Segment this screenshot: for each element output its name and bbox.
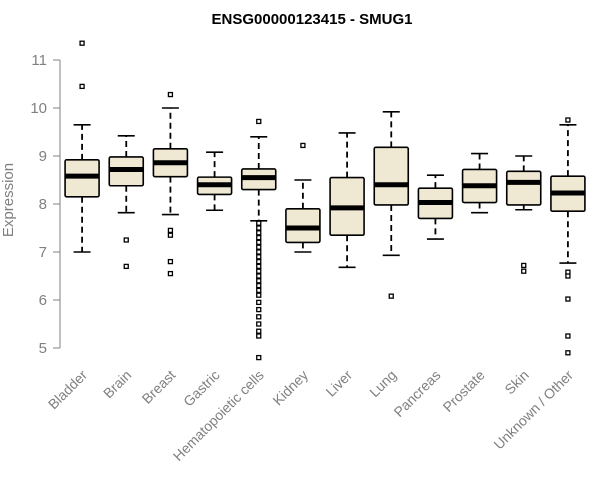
outlier-point xyxy=(256,220,262,226)
x-tick-label: Gastric xyxy=(180,367,223,410)
box-kidney xyxy=(285,142,321,253)
y-tick-label: 9 xyxy=(39,148,47,165)
box-brain xyxy=(108,135,145,270)
box-prostate xyxy=(461,152,498,214)
outlier-point xyxy=(256,263,262,270)
outlier-point xyxy=(256,244,262,250)
outlier-point xyxy=(256,118,262,125)
outlier-point xyxy=(565,117,571,123)
outlier-point xyxy=(167,270,174,277)
outlier-point xyxy=(79,83,85,90)
outlier-point xyxy=(79,40,85,46)
outlier-point xyxy=(521,262,527,269)
outlier-point xyxy=(256,273,262,279)
box-iqr xyxy=(373,146,410,206)
box-bladder xyxy=(64,40,100,253)
outlier-point xyxy=(256,278,262,284)
x-tick-label: Lung xyxy=(366,367,399,400)
box-gastric xyxy=(196,151,233,212)
y-tick-label: 5 xyxy=(39,340,47,357)
outlier-point xyxy=(256,239,262,246)
x-tick-label: Kidney xyxy=(269,367,311,409)
box-lung xyxy=(373,111,410,299)
box-liver xyxy=(329,132,365,269)
y-tick-label: 6 xyxy=(39,292,47,309)
outlier-point xyxy=(256,328,262,334)
x-tick-label: Brain xyxy=(100,367,134,401)
box-breast xyxy=(152,91,189,277)
outlier-point xyxy=(256,282,262,289)
y-tick-label: 7 xyxy=(39,244,47,261)
outlier-point xyxy=(565,273,571,279)
outlier-point xyxy=(256,258,262,265)
outlier-point xyxy=(256,299,262,306)
outlier-point xyxy=(521,268,527,274)
outlier-point xyxy=(167,232,174,238)
outlier-point xyxy=(256,230,262,236)
x-tick-label: Pancreas xyxy=(390,367,443,420)
outlier-point xyxy=(167,91,174,98)
x-tick-label: Liver xyxy=(322,367,355,400)
box-unknown-other xyxy=(550,117,586,356)
outlier-point xyxy=(565,296,571,302)
box-hematopoietic-cells xyxy=(240,118,277,361)
outlier-point xyxy=(565,333,571,339)
outlier-point xyxy=(256,268,262,274)
outlier-point xyxy=(256,254,262,260)
outlier-point xyxy=(256,225,262,231)
boxes xyxy=(64,40,586,361)
outlier-point xyxy=(565,350,571,356)
x-tick-label: Bladder xyxy=(45,367,91,413)
y-tick-label: 10 xyxy=(30,100,47,117)
outlier-point xyxy=(167,227,174,234)
y-tick-label: 8 xyxy=(39,196,47,213)
chart-title: ENSG00000123415 - SMUG1 xyxy=(212,11,413,28)
x-tick-label: Breast xyxy=(139,367,179,407)
outlier-point xyxy=(123,237,129,243)
x-tick-label: Skin xyxy=(501,367,532,398)
box-iqr xyxy=(505,170,542,206)
y-axis-label: Expression xyxy=(0,163,17,237)
y-axis: 5 6 7 8 9 10 11 xyxy=(30,52,61,357)
outlier-point xyxy=(256,292,262,298)
outlier-point xyxy=(167,258,174,265)
outlier-point xyxy=(300,142,306,149)
outlier-point xyxy=(123,263,129,270)
outlier-point xyxy=(256,287,262,294)
outlier-point xyxy=(256,306,262,313)
y-tick-label: 11 xyxy=(31,52,47,69)
x-tick-label: Unknown / Other xyxy=(490,367,576,453)
outlier-point xyxy=(256,321,262,327)
outlier-point xyxy=(256,234,262,241)
outlier-point xyxy=(256,354,262,361)
x-tick-label: Prostate xyxy=(440,367,488,415)
box-skin xyxy=(505,155,542,274)
outlier-point xyxy=(256,333,262,339)
box-pancreas xyxy=(417,174,454,240)
outlier-point xyxy=(256,249,262,255)
outlier-point xyxy=(388,293,394,299)
outlier-point xyxy=(256,314,262,320)
